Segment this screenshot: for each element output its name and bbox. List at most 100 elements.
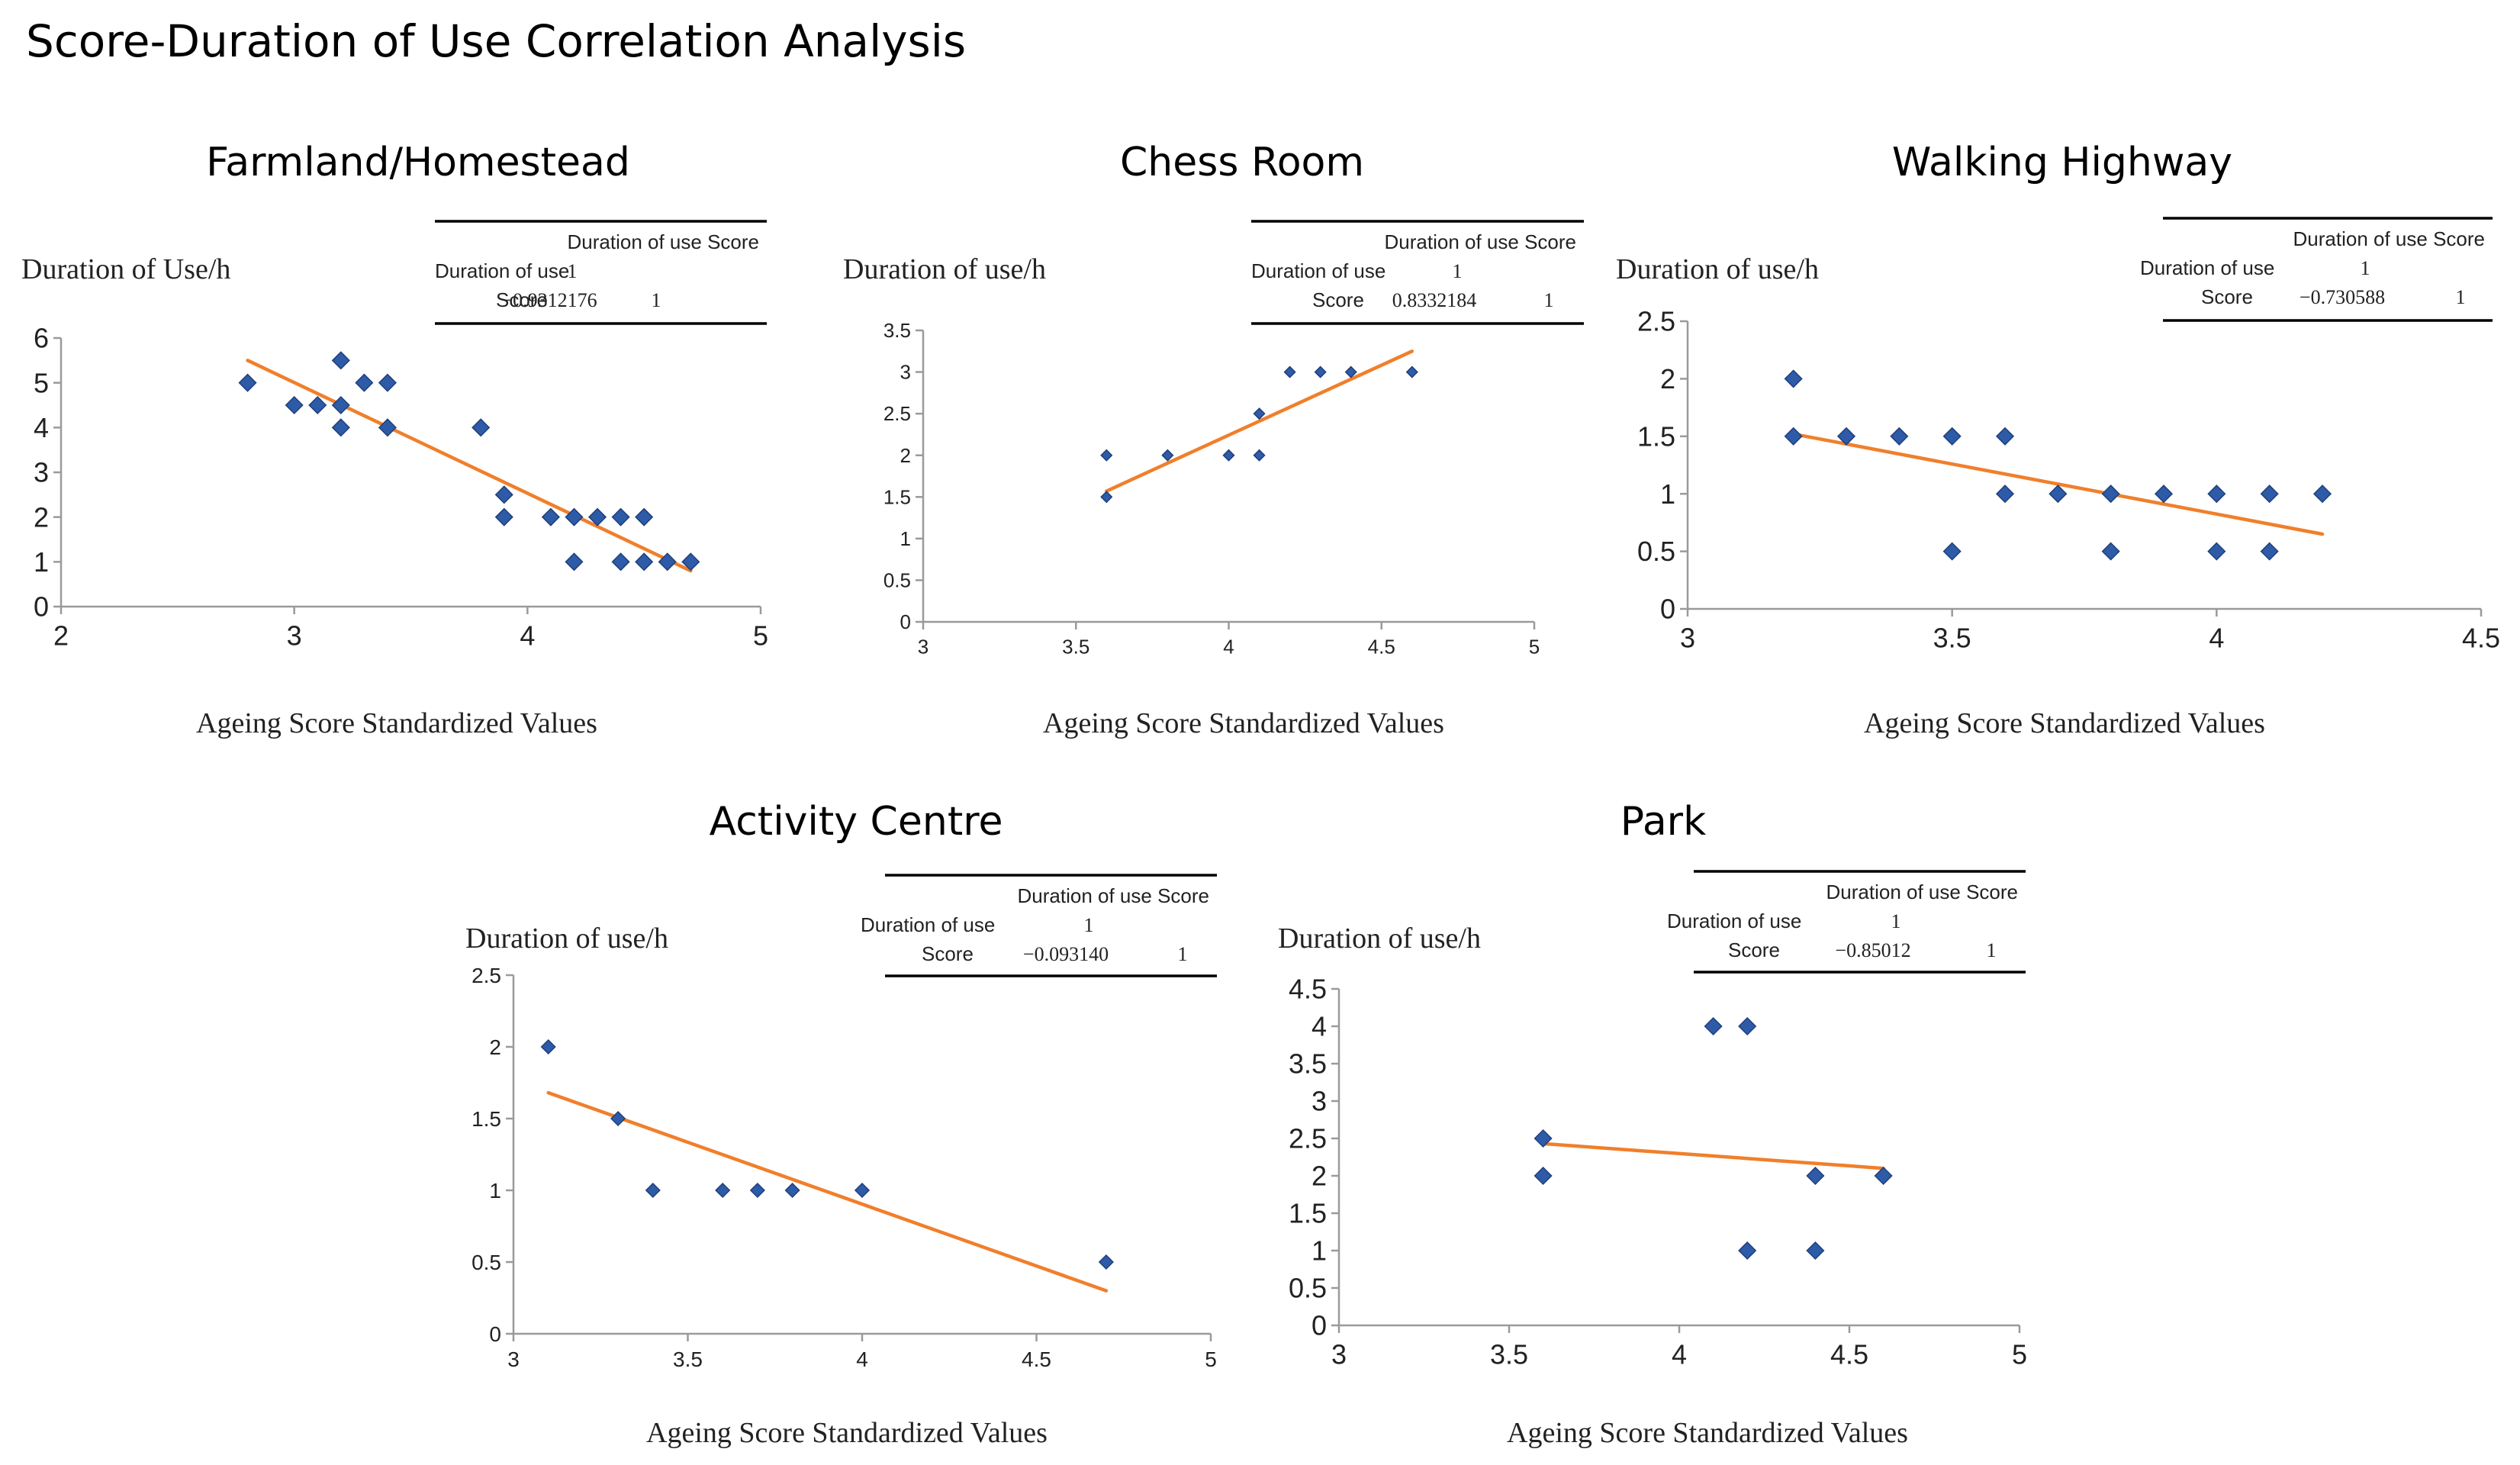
y-tick-label: 2.5 xyxy=(471,964,501,987)
x-axis-label: Ageing Score Standardized Values xyxy=(196,707,597,739)
data-point xyxy=(331,418,350,437)
x-axis-label: Ageing Score Standardized Values xyxy=(646,1417,1048,1449)
x-tick-label: 4.5 xyxy=(2462,622,2500,653)
data-point xyxy=(540,1038,556,1055)
data-point xyxy=(1784,427,1803,446)
x-axis-label: Ageing Score Standardized Values xyxy=(1043,707,1444,739)
page-title: Score-Duration of Use Correlation Analys… xyxy=(26,15,967,67)
y-tick-label: 3 xyxy=(900,361,911,384)
chart-title: Walking Highway xyxy=(1892,140,2232,185)
y-tick-label: 2.5 xyxy=(883,402,911,425)
data-point xyxy=(715,1182,731,1199)
table-value: −0.093140 xyxy=(1023,943,1109,965)
data-point xyxy=(2207,485,2226,504)
data-point xyxy=(1995,427,2015,446)
y-tick-label: 6 xyxy=(34,323,49,354)
table-value: 1 xyxy=(1544,289,1554,311)
data-point xyxy=(541,507,560,526)
trendline xyxy=(1791,432,2325,536)
data-point xyxy=(2260,485,2279,504)
x-axis-label: Ageing Score Standardized Values xyxy=(1507,1417,1908,1449)
y-tick-label: 2.5 xyxy=(1289,1123,1327,1154)
data-point xyxy=(285,395,304,415)
table-value: 0.8332184 xyxy=(1392,289,1477,311)
y-tick-label: 3.5 xyxy=(883,319,911,342)
data-point xyxy=(1405,365,1418,378)
data-point xyxy=(331,395,350,415)
data-point xyxy=(2260,542,2279,561)
data-point xyxy=(1738,1016,1757,1036)
table-value: 1 xyxy=(1987,939,1997,961)
table-value: 1 xyxy=(2361,257,2370,279)
x-tick-label: 3 xyxy=(507,1347,520,1371)
data-point xyxy=(2312,485,2332,504)
y-axis-label: Duration of use/h xyxy=(1616,253,1819,285)
data-point xyxy=(565,507,584,526)
y-tick-label: 2 xyxy=(1311,1161,1327,1192)
table-value: −0.85012 xyxy=(1835,939,1910,961)
x-axis-label: Ageing Score Standardized Values xyxy=(1864,707,2265,739)
table-value: 1 xyxy=(1178,943,1188,965)
x-tick-label: 4.5 xyxy=(1830,1338,1868,1370)
y-tick-label: 0 xyxy=(34,591,49,623)
data-point xyxy=(681,552,700,572)
x-tick-label: 4 xyxy=(1223,635,1234,658)
y-tick-label: 0.5 xyxy=(471,1251,501,1274)
data-point xyxy=(1222,449,1235,462)
table-column-header: Duration of use Score xyxy=(1826,881,2018,903)
x-tick-label: 3.5 xyxy=(1490,1338,1528,1370)
y-tick-label: 0 xyxy=(489,1322,501,1346)
data-point xyxy=(378,418,397,437)
data-point xyxy=(1253,407,1266,420)
data-point xyxy=(635,552,654,572)
data-point xyxy=(1784,369,1803,388)
data-point xyxy=(1942,427,1962,446)
x-tick-label: 3 xyxy=(1680,622,1695,653)
data-point xyxy=(1161,449,1174,462)
y-axis-label: Duration of use/h xyxy=(1278,922,1481,955)
table-row-label: Duration of use xyxy=(1251,259,1386,282)
y-tick-label: 2 xyxy=(489,1035,501,1059)
data-point xyxy=(587,507,607,526)
table-value: −0.9312176 xyxy=(501,289,597,311)
x-tick-label: 4 xyxy=(856,1347,868,1371)
data-point xyxy=(2101,542,2120,561)
y-tick-label: 4 xyxy=(1311,1011,1327,1042)
x-tick-label: 4.5 xyxy=(1368,635,1395,658)
data-point xyxy=(658,552,677,572)
y-tick-label: 0.5 xyxy=(883,569,911,592)
data-point xyxy=(611,507,630,526)
chart-panel-5: Park Duration of use/h Ageing Score Standa… xyxy=(1278,799,2027,1449)
data-point xyxy=(784,1182,800,1199)
y-tick-label: 1.5 xyxy=(1637,420,1675,452)
trendline xyxy=(546,1090,1109,1293)
chart-panel-4: Activity Centre Duration of use/h Ageing S… xyxy=(465,799,1217,1449)
x-tick-label: 2 xyxy=(53,620,69,651)
chart-title: Activity Centre xyxy=(710,799,1003,845)
y-axis-label: Duration of use/h xyxy=(465,922,668,955)
chart-title: Chess Room xyxy=(1120,140,1364,185)
table-value: −0.730588 xyxy=(2300,286,2385,308)
y-tick-label: 4.5 xyxy=(1289,974,1327,1005)
table-row-label: Score xyxy=(2201,285,2253,308)
data-point xyxy=(1806,1166,1825,1186)
x-tick-label: 4.5 xyxy=(1022,1347,1051,1371)
data-point xyxy=(2049,485,2068,504)
table-row-label: Duration of use xyxy=(861,913,995,936)
y-tick-label: 5 xyxy=(34,367,49,398)
y-tick-label: 3 xyxy=(34,457,49,488)
y-tick-label: 0.5 xyxy=(1637,536,1675,567)
data-point xyxy=(1534,1129,1553,1148)
table-row-label: Score xyxy=(922,942,974,965)
y-tick-label: 1 xyxy=(34,546,49,578)
data-point xyxy=(1534,1166,1553,1186)
y-tick-label: 1 xyxy=(900,527,911,550)
data-point xyxy=(308,395,327,415)
trendline xyxy=(1105,349,1414,493)
data-point xyxy=(494,485,513,504)
x-tick-label: 4 xyxy=(520,620,535,651)
x-tick-label: 5 xyxy=(753,620,768,651)
table-column-header: Duration of use Score xyxy=(1385,230,1576,253)
